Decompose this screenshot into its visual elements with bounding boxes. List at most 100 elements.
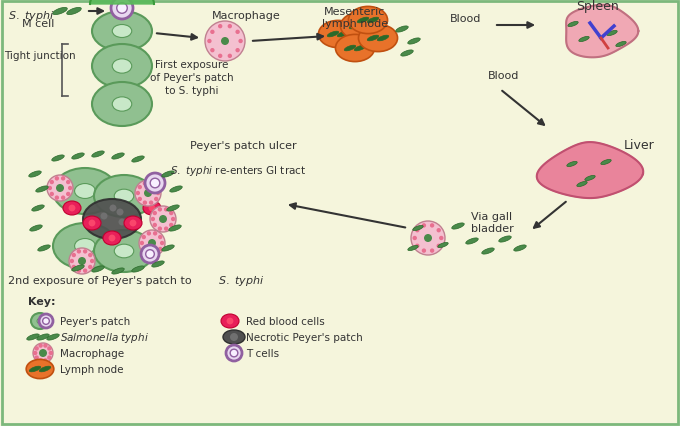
Ellipse shape — [601, 160, 611, 165]
Text: Macrophage: Macrophage — [212, 11, 281, 21]
Circle shape — [154, 185, 158, 190]
Ellipse shape — [327, 32, 339, 38]
Circle shape — [437, 244, 441, 248]
Ellipse shape — [103, 231, 121, 245]
Polygon shape — [537, 143, 643, 199]
Circle shape — [69, 205, 75, 212]
Polygon shape — [566, 6, 639, 58]
Ellipse shape — [112, 268, 124, 274]
Ellipse shape — [27, 334, 39, 340]
Ellipse shape — [335, 35, 375, 63]
Ellipse shape — [481, 248, 494, 254]
Circle shape — [149, 182, 153, 186]
Ellipse shape — [94, 230, 154, 272]
Circle shape — [169, 211, 173, 216]
Circle shape — [78, 257, 86, 265]
Ellipse shape — [132, 266, 144, 273]
Circle shape — [61, 196, 65, 200]
Ellipse shape — [38, 245, 50, 251]
Circle shape — [66, 181, 71, 185]
Circle shape — [230, 349, 238, 357]
Circle shape — [415, 244, 420, 248]
Text: Liver: Liver — [624, 139, 655, 152]
Circle shape — [47, 356, 52, 360]
Circle shape — [50, 192, 54, 197]
Ellipse shape — [92, 83, 152, 127]
Ellipse shape — [567, 162, 577, 167]
Ellipse shape — [359, 24, 371, 30]
Ellipse shape — [92, 266, 104, 273]
Text: Red blood cells: Red blood cells — [246, 316, 325, 326]
Circle shape — [48, 351, 53, 355]
Ellipse shape — [401, 51, 413, 57]
Circle shape — [35, 356, 39, 360]
Ellipse shape — [112, 60, 132, 74]
Ellipse shape — [616, 42, 626, 47]
Circle shape — [164, 227, 169, 231]
Circle shape — [117, 4, 127, 14]
Circle shape — [69, 248, 95, 274]
Ellipse shape — [167, 205, 180, 212]
Text: Macrophage: Macrophage — [60, 348, 124, 358]
Circle shape — [150, 207, 176, 233]
Circle shape — [158, 207, 162, 212]
Circle shape — [153, 251, 157, 255]
Ellipse shape — [413, 226, 423, 231]
Ellipse shape — [92, 152, 104, 158]
Circle shape — [415, 228, 420, 233]
Circle shape — [239, 40, 243, 44]
Circle shape — [164, 207, 169, 212]
Text: $\it{S.\ typhi}$ re-enters GI tract: $\it{S.\ typhi}$ re-enters GI tract — [170, 164, 306, 178]
Ellipse shape — [408, 39, 420, 45]
Ellipse shape — [162, 245, 174, 251]
Text: Blood: Blood — [450, 14, 481, 24]
Text: Tight junction: Tight junction — [4, 51, 75, 61]
Ellipse shape — [112, 26, 132, 38]
Circle shape — [38, 344, 43, 348]
Circle shape — [118, 219, 126, 226]
Circle shape — [411, 222, 445, 256]
Ellipse shape — [53, 169, 117, 215]
Ellipse shape — [29, 172, 41, 178]
Ellipse shape — [47, 334, 59, 340]
Ellipse shape — [367, 18, 379, 24]
Ellipse shape — [124, 216, 142, 230]
Text: Mesenteric
lymph node: Mesenteric lymph node — [322, 7, 388, 29]
Circle shape — [33, 343, 53, 363]
Circle shape — [88, 220, 95, 227]
Ellipse shape — [132, 156, 144, 163]
Ellipse shape — [75, 184, 95, 199]
Ellipse shape — [75, 239, 95, 254]
Circle shape — [136, 191, 140, 196]
Ellipse shape — [170, 187, 182, 193]
Circle shape — [137, 185, 142, 190]
Circle shape — [437, 228, 441, 233]
Text: T cells: T cells — [246, 348, 279, 358]
Circle shape — [413, 236, 417, 241]
Circle shape — [160, 241, 165, 246]
Circle shape — [130, 220, 137, 227]
Ellipse shape — [337, 32, 349, 38]
Circle shape — [145, 173, 165, 193]
Ellipse shape — [112, 153, 124, 160]
Text: First exposure
of Peyer's patch
to S. typhi: First exposure of Peyer's patch to S. ty… — [150, 60, 234, 96]
Ellipse shape — [357, 18, 369, 24]
Text: Peyer's patch: Peyer's patch — [60, 316, 131, 326]
Ellipse shape — [466, 239, 478, 245]
Circle shape — [210, 49, 215, 53]
Circle shape — [38, 358, 43, 363]
Circle shape — [158, 235, 163, 240]
Ellipse shape — [341, 13, 379, 40]
Circle shape — [235, 31, 240, 35]
Ellipse shape — [438, 243, 448, 248]
Text: Via gall
bladder: Via gall bladder — [471, 211, 513, 234]
Circle shape — [83, 269, 87, 273]
Circle shape — [44, 358, 48, 363]
Circle shape — [430, 224, 435, 228]
Circle shape — [210, 31, 215, 35]
Circle shape — [139, 241, 144, 246]
Circle shape — [235, 49, 240, 53]
Ellipse shape — [29, 366, 41, 372]
Text: $\it{S.\ typhi}$: $\it{S.\ typhi}$ — [8, 9, 54, 23]
Text: Spleen: Spleen — [577, 0, 619, 13]
